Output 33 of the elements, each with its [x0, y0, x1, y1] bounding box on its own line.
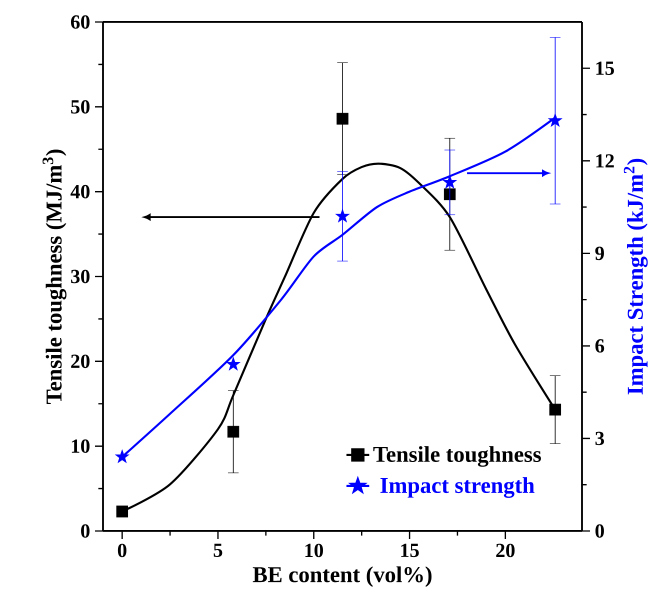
- y2-tick-label: 15: [596, 62, 614, 75]
- y-axis-title: Tensile toughness (MJ/m$^{3}$): [42, 150, 66, 404]
- point: [442, 175, 457, 188]
- legend-label: Tensile toughness: [373, 446, 541, 467]
- point: [226, 357, 240, 370]
- y-tick-label: 10: [72, 439, 90, 453]
- x-tick-label: 0: [118, 544, 126, 558]
- legend-label: Impact strength: [380, 477, 534, 498]
- y2-tick-label: 6: [595, 339, 604, 353]
- y-tick-label: 0: [81, 524, 90, 538]
- y-tick-label: 20: [71, 354, 90, 368]
- x-tick-label: 15: [401, 544, 419, 558]
- point: [336, 112, 348, 125]
- y2-tick-label: 12: [596, 154, 614, 168]
- y2-tick-label: 3: [595, 432, 604, 446]
- point: [115, 450, 130, 463]
- point: [549, 404, 562, 416]
- y-tick-label: 60: [70, 15, 90, 29]
- point: [336, 209, 350, 222]
- x-tick-label: 20: [496, 544, 515, 558]
- x-tick-label: 10: [305, 544, 324, 558]
- point: [116, 506, 128, 518]
- y2-tick-label: 0: [595, 524, 604, 538]
- point: [227, 426, 240, 438]
- y-tick-label: 40: [70, 184, 90, 198]
- point: [444, 188, 456, 200]
- point: [548, 113, 562, 127]
- y2-axis-title: Impact Strength (kJ/m$^{2}$): [624, 158, 648, 394]
- y2-tick-label: 9: [595, 246, 604, 260]
- x-axis-title: BE content (vol%): [252, 566, 432, 587]
- y-tick-label: 50: [71, 100, 90, 114]
- x-tick-label: 5: [214, 544, 222, 557]
- y-tick-label: 30: [71, 270, 90, 284]
